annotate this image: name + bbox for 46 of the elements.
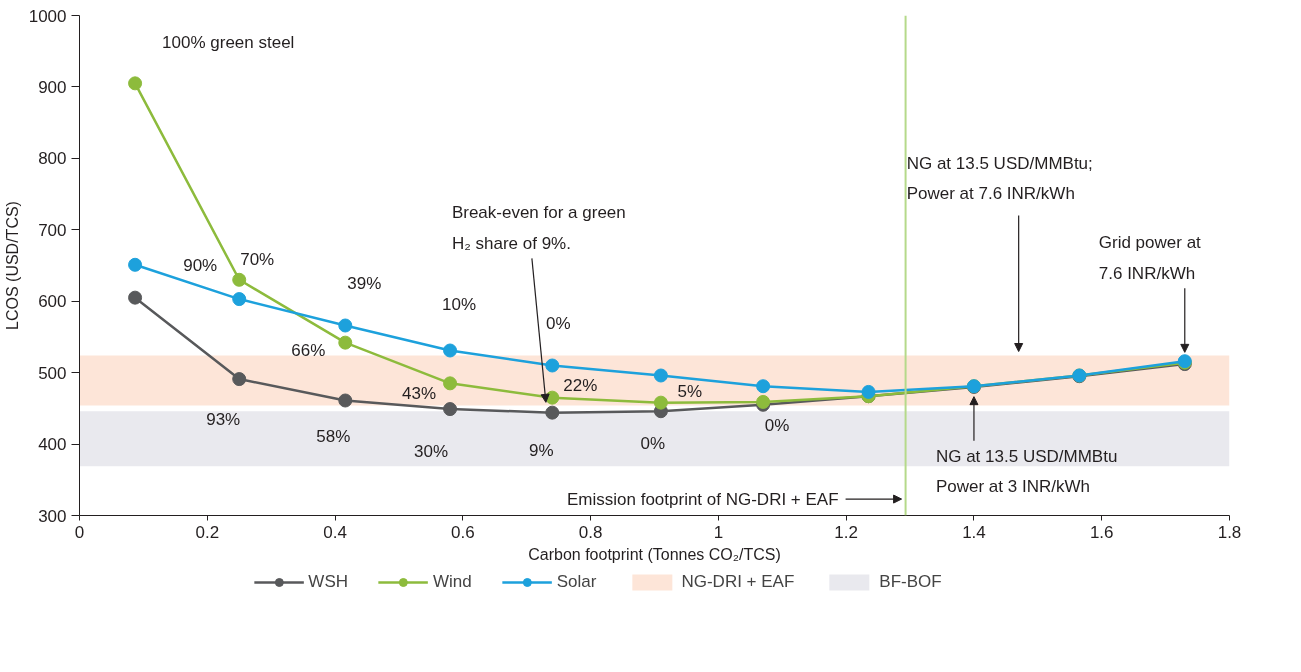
annotation: Emission footprint of NG-DRI + EAF [566,489,839,509]
annotation: 93% [206,409,241,429]
x-tick-label: 1.2 [834,522,858,542]
annotation: 39% [347,274,382,293]
legend-label: WSH [308,572,349,592]
annotation: 66% [291,341,326,361]
x-tick-label: 1.6 [1089,522,1114,542]
x-tick-label: 1 [713,522,724,542]
annotation: 10% [442,295,477,314]
legend-label: NG-DRI + EAF [681,572,795,592]
annotation: 5% [677,382,703,402]
annotation: 0% [764,416,790,436]
legend-label: Solar [556,572,597,592]
annotation: 58% [316,427,351,446]
x-tick-label: 0.2 [195,522,220,542]
annotation: 22% [563,376,598,396]
annotation: 0% [640,433,666,453]
legend-label: BF-BOF [879,572,942,592]
x-tick-label: 1.4 [962,522,986,542]
x-tick-label: 0.8 [578,522,603,542]
y-tick-label: 1000 [28,6,67,26]
annotation: Break-even for a green H₂ share of 9%. [451,203,626,253]
x-axis-title: Carbon footprint (Tonnes CO₂/TCS) [528,545,781,563]
annotation: Grid power at 7.6 INR/kWh [1098,233,1202,283]
y-tick-label: 300 [38,506,67,526]
annotation: 9% [528,441,554,461]
annotation: 0% [545,314,571,333]
annotation: 90% [183,256,218,276]
y-tick-label: 400 [38,435,67,455]
y-tick-label: 500 [38,363,67,383]
annotation: 43% [402,383,437,403]
annotation: 30% [414,441,449,461]
y-tick-label: 700 [38,220,67,240]
annotation: NG at 13.5 USD/MMBtu; Power at 7.6 INR/kWh [906,153,1093,203]
annotation: NG at 13.5 USD/MMBtu Power at 3 INR/kWh [935,446,1118,497]
y-axis-title: LCOS (USD/TCS) [3,201,21,330]
y-tick-label: 600 [38,292,67,312]
x-tick-label: 1.8 [1217,522,1242,542]
y-tick-label: 800 [38,149,67,169]
annotation: 100% green steel [162,33,295,53]
y-tick-label: 900 [38,77,67,97]
x-tick-label: 0 [74,522,85,542]
x-tick-label: 0.4 [323,522,347,542]
legend-label: Wind [433,572,472,592]
annotation: 70% [240,249,275,269]
x-tick-label: 0.6 [451,522,475,542]
